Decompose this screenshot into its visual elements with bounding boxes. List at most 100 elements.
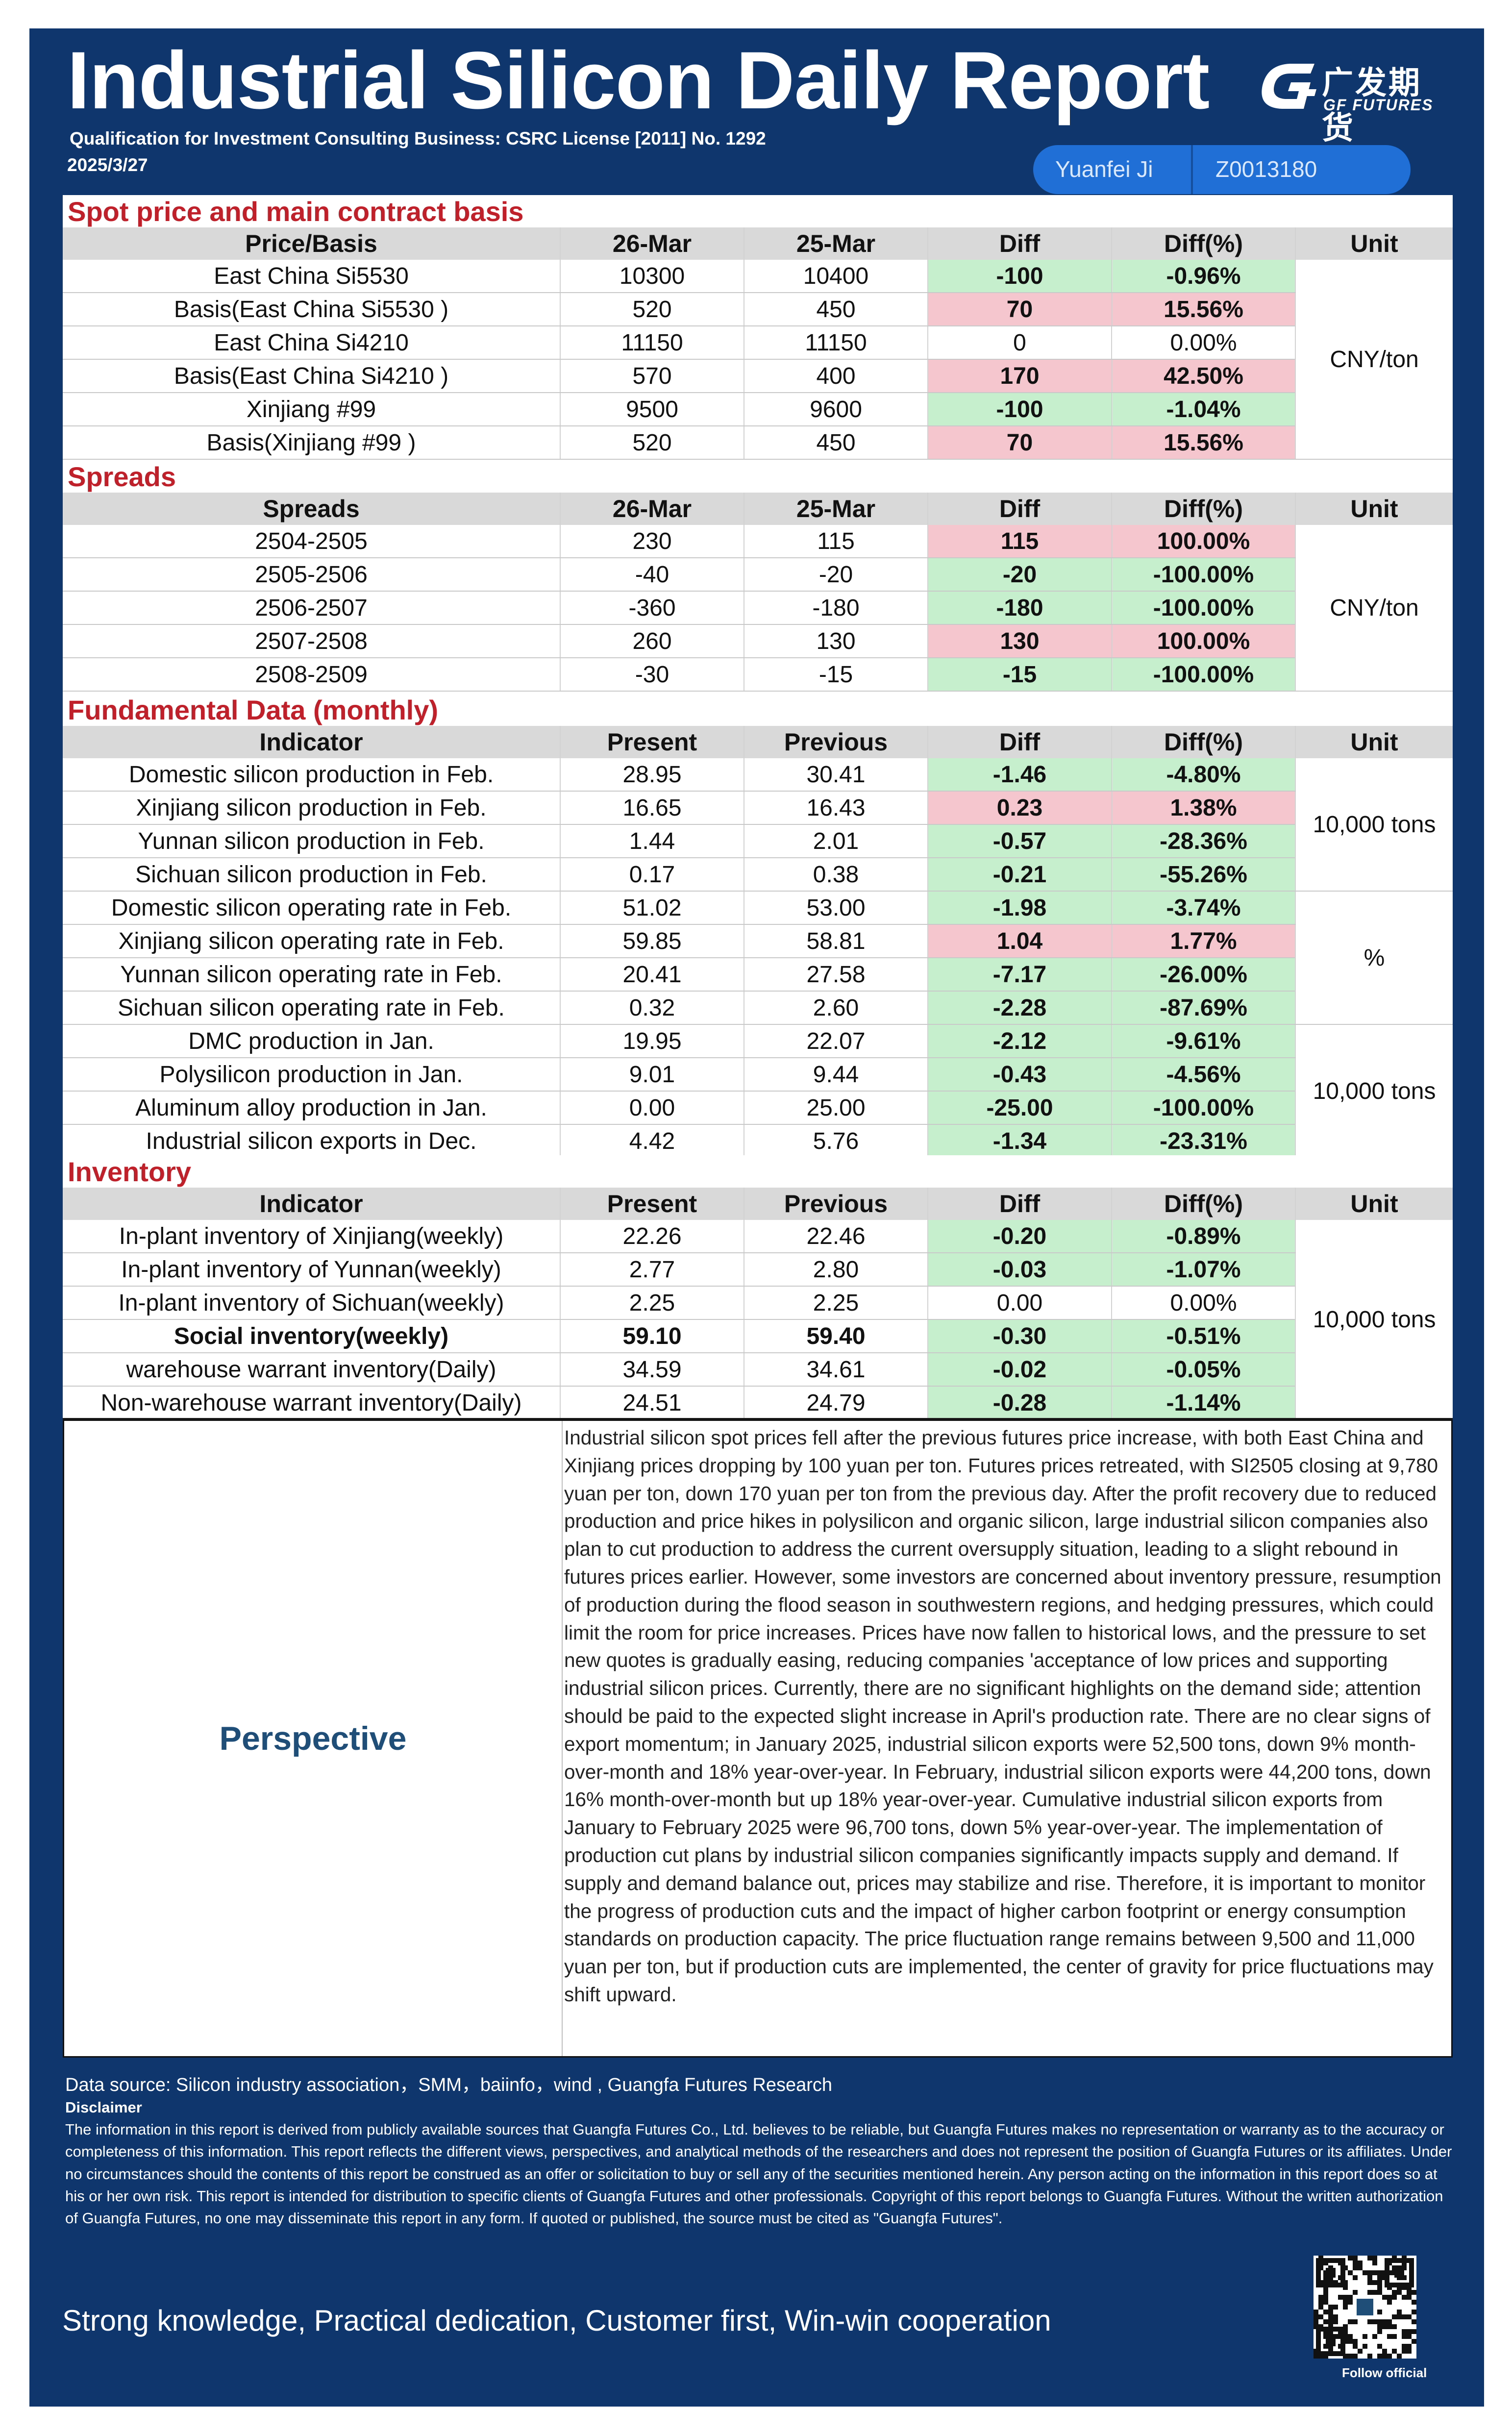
qr-module: [1372, 2334, 1377, 2339]
col-header: Indicator: [63, 726, 560, 758]
value-diff: -0.57: [927, 824, 1112, 858]
col-header: Previous: [744, 1188, 928, 1220]
value-diff: -25.00: [927, 1091, 1112, 1125]
qr-module: [1318, 2314, 1323, 2319]
col-header: Indicator: [63, 1188, 560, 1220]
qr-module: [1328, 2310, 1333, 2314]
value-current: 16.65: [560, 791, 744, 825]
qr-module: [1343, 2300, 1348, 2305]
value-current: 22.26: [560, 1220, 744, 1253]
value-previous: 16.43: [744, 791, 928, 825]
value-diff-pct: -4.80%: [1111, 758, 1295, 792]
value-previous: 58.81: [744, 924, 928, 958]
value-diff: 70: [927, 426, 1112, 460]
qr-module: [1333, 2319, 1338, 2324]
section-title-inventory: Inventory: [63, 1155, 1453, 1188]
value-diff: 0.23: [927, 791, 1112, 825]
qr-module: [1333, 2305, 1338, 2310]
value-current: 28.95: [560, 758, 744, 792]
qr-module: [1338, 2295, 1343, 2300]
col-header: 25-Mar: [744, 227, 928, 260]
qr-module: [1348, 2339, 1353, 2344]
row-label: In-plant inventory of Sichuan(weekly): [63, 1286, 560, 1320]
qr-module: [1348, 2270, 1353, 2275]
value-current: 24.51: [560, 1386, 744, 1420]
analyst-badge: Yuanfei Ji Z0013180: [1033, 145, 1411, 194]
table-row: Polysilicon production in Jan. 9.01 9.44…: [63, 1058, 1453, 1092]
value-previous: -20: [744, 558, 928, 592]
table-row: Yunnan silicon production in Feb. 1.44 2…: [63, 824, 1453, 858]
row-label: 2504-2505: [63, 525, 560, 558]
value-current: 0.17: [560, 858, 744, 892]
qr-module: [1323, 2300, 1328, 2305]
value-diff: 170: [927, 359, 1112, 393]
qr-module: [1314, 2310, 1318, 2314]
row-label: Xinjiang #99: [63, 393, 560, 426]
row-label: Aluminum alloy production in Jan.: [63, 1091, 560, 1125]
value-current: 59.85: [560, 924, 744, 958]
qr-module: [1353, 2290, 1358, 2295]
col-header: 26-Mar: [560, 227, 744, 260]
qr-code-icon: [1314, 2256, 1416, 2359]
value-diff: -0.20: [927, 1220, 1112, 1253]
value-diff-pct: 15.56%: [1111, 426, 1295, 460]
qr-module: [1402, 2314, 1407, 2319]
value-current: 520: [560, 426, 744, 460]
qr-module: [1402, 2349, 1407, 2354]
qr-module: [1377, 2344, 1382, 2349]
col-header: Present: [560, 726, 744, 758]
value-diff: -2.12: [927, 1024, 1112, 1058]
analyst-name: Yuanfei Ji: [1055, 156, 1153, 182]
qr-module: [1407, 2344, 1412, 2349]
qr-module: [1333, 2314, 1338, 2319]
qr-module: [1397, 2354, 1402, 2359]
table-row: warehouse warrant inventory(Daily) 34.59…: [63, 1353, 1453, 1387]
value-previous: 130: [744, 624, 928, 658]
qr-module: [1367, 2319, 1372, 2324]
value-diff-pct: 100.00%: [1111, 525, 1295, 558]
qr-module: [1353, 2275, 1358, 2280]
value-diff: 0: [927, 326, 1112, 360]
license-id: Z0013180: [1215, 156, 1317, 182]
qr-module: [1407, 2290, 1412, 2295]
qr-module: [1372, 2280, 1377, 2285]
section-title-fundamental: Fundamental Data (monthly): [63, 694, 1453, 726]
value-diff: -0.30: [927, 1319, 1112, 1353]
value-current: 10300: [560, 260, 744, 293]
qr-module: [1363, 2334, 1367, 2339]
qr-module: [1402, 2344, 1407, 2349]
qr-module: [1377, 2329, 1382, 2334]
row-label: 2508-2509: [63, 658, 560, 692]
qr-code-graphic: [1314, 2256, 1416, 2359]
value-diff: -100: [927, 393, 1112, 426]
value-previous: -15: [744, 658, 928, 692]
value-current: 59.10: [560, 1319, 744, 1353]
qr-module: [1382, 2354, 1387, 2359]
row-label: 2506-2507: [63, 591, 560, 625]
col-header: Spreads: [63, 493, 560, 525]
qr-module: [1353, 2256, 1358, 2261]
table-row: 2504-2505 230 115 115 100.00% CNY/ton: [63, 525, 1453, 692]
row-label: Yunnan silicon production in Feb.: [63, 824, 560, 858]
value-diff-pct: -0.05%: [1111, 1353, 1295, 1387]
col-header: Diff(%): [1111, 1188, 1295, 1220]
row-label: Basis(Xinjiang #99 ): [63, 426, 560, 460]
follow-official-label: Follow official: [1342, 2365, 1427, 2380]
qr-module: [1387, 2354, 1392, 2359]
value-previous: 450: [744, 426, 928, 460]
unit-cell: CNY/ton: [1295, 525, 1453, 692]
qr-module: [1323, 2290, 1328, 2295]
row-label: East China Si4210: [63, 326, 560, 360]
qr-module: [1377, 2324, 1382, 2329]
value-diff-pct: -87.69%: [1111, 991, 1295, 1025]
company-slogan: Strong knowledge, Practical dedication, …: [62, 2304, 1051, 2337]
value-diff-pct: -55.26%: [1111, 858, 1295, 892]
perspective-label: Perspective: [219, 1720, 407, 1757]
value-diff: -0.03: [927, 1253, 1112, 1287]
unit-cell: 10,000 tons: [1295, 758, 1453, 892]
qr-module: [1387, 2300, 1392, 2305]
value-diff: -1.46: [927, 758, 1112, 792]
value-previous: 2.25: [744, 1286, 928, 1320]
qualification-line: Qualification for Investment Consulting …: [70, 128, 766, 149]
value-diff-pct: -26.00%: [1111, 958, 1295, 992]
